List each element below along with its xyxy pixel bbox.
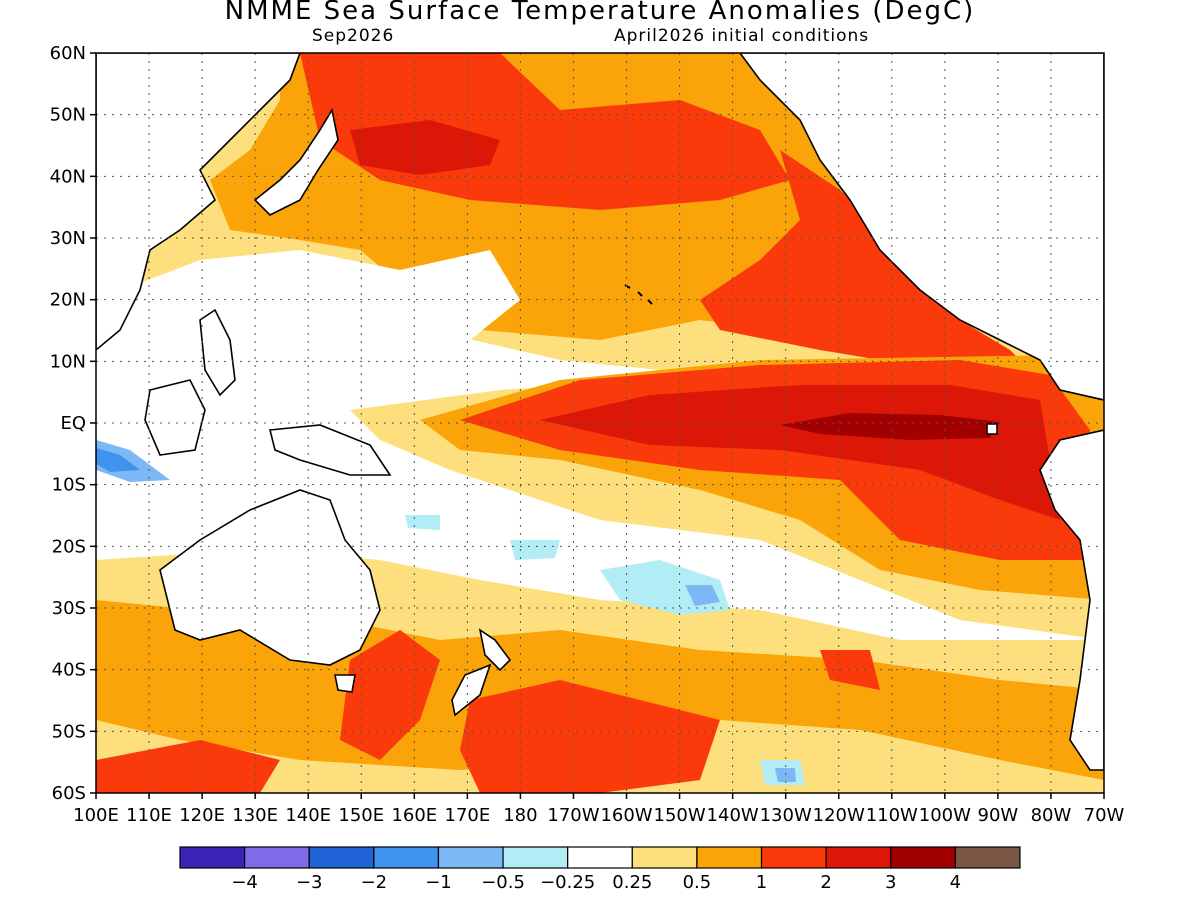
latitude-axis: 60N 50N 40N 30N 20N 10N EQ 10S 20S 30S 40S 50S 60S [50, 43, 96, 804]
lat-tick-label: 20S [52, 536, 86, 557]
new-zealand-south [451, 663, 492, 717]
lat-tick-label: 20N [50, 290, 86, 311]
lon-tick-label: 150W [654, 805, 706, 826]
lon-tick-label: 140W [707, 805, 759, 826]
forecast-month: Sep2026 [312, 26, 395, 46]
lon-tick-label: 160W [600, 805, 652, 826]
colorbar-swatch [244, 846, 310, 869]
north-pacific-dark-red [350, 120, 500, 175]
grid-lines [96, 53, 1104, 793]
colorbar-label: 3 [885, 872, 896, 893]
northeast-pacific-red [700, 150, 1040, 380]
colorbar-label: −0.5 [481, 872, 525, 893]
initial-conditions-label: April2026 initial conditions [614, 26, 870, 46]
lon-tick-label: 110E [126, 805, 172, 826]
lat-tick-label: 10S [52, 475, 86, 496]
colorbar-swatch [373, 846, 440, 869]
colorbar: −4 −3 −2 −1 −0.5 −0.25 0.25 0.5 1 2 3 4 [179, 846, 1021, 893]
lon-tick-label: 100E [73, 805, 119, 826]
longitude-axis: 100E 110E 120E 130E 140E 150E 160E 170E 180 170W 1… [73, 793, 1125, 826]
lon-tick-label: 100W [919, 805, 971, 826]
tasmania-island [334, 674, 356, 693]
lon-tick-label: 170W [547, 805, 599, 826]
colorbar-swatch [502, 846, 569, 869]
lon-tick-label: 130E [232, 805, 278, 826]
lon-tick-label: 70W [1084, 805, 1125, 826]
indian-ocean-blue [96, 448, 140, 472]
galapagos-island [986, 423, 998, 435]
colorbar-label: −2 [361, 872, 388, 893]
lon-tick-label: 160E [391, 805, 437, 826]
colorbar-swatch [179, 846, 246, 869]
colorbar-label: −1 [425, 872, 452, 893]
colorbar-label: 0.25 [612, 872, 652, 893]
philippines-island [199, 308, 236, 397]
colorbar-swatch [567, 846, 633, 869]
lat-tick-label: 30S [52, 598, 86, 619]
colorbar-swatch [890, 846, 956, 869]
lat-tick-label: 60S [52, 783, 86, 804]
colorbar-swatch [437, 846, 504, 869]
map-title: NMME Sea Surface Temperature Anomalies (… [224, 0, 976, 26]
colorbar-label: 1 [756, 872, 767, 893]
colorbar-swatch [631, 846, 698, 869]
lat-tick-label: 30N [50, 228, 86, 249]
lon-tick-label: 140E [285, 805, 331, 826]
central-south-pacific-blue [685, 585, 720, 606]
coral-sea-cool [405, 515, 440, 530]
lat-tick-label: 60N [50, 43, 86, 64]
lon-tick-label: 170E [445, 805, 491, 826]
lon-tick-label: 120W [813, 805, 865, 826]
south-america-continent [1039, 429, 1104, 771]
colorbar-label: 2 [820, 872, 831, 893]
colorbar-swatch [760, 846, 827, 869]
colorbar-label: −4 [231, 872, 258, 893]
new-guinea-island [268, 424, 392, 476]
anomaly-field [96, 53, 1104, 793]
lat-tick-label: 50N [50, 105, 86, 126]
west-pacific-neutral [96, 250, 520, 410]
north-america-continent [739, 53, 1104, 401]
lon-tick-label: 110W [866, 805, 918, 826]
south-pacific-red [460, 680, 720, 793]
lat-tick-label: 40N [50, 166, 86, 187]
lon-tick-label: 90W [978, 805, 1019, 826]
lon-tick-label: 120E [179, 805, 225, 826]
lat-tick-label: 40S [52, 660, 86, 681]
colorbar-swatch [308, 846, 375, 869]
borneo-island [144, 379, 206, 456]
lon-tick-label: 150E [338, 805, 384, 826]
australia-continent [159, 489, 381, 666]
lat-tick-label: EQ [60, 413, 86, 434]
hawaii-islands [624, 284, 653, 305]
equatorial-core [780, 413, 1000, 440]
colorbar-swatch [825, 846, 892, 869]
colorbar-label: −0.25 [540, 872, 595, 893]
colorbar-label: −3 [296, 872, 323, 893]
japan-island [253, 107, 339, 216]
lat-tick-label: 50S [52, 721, 86, 742]
tasman-red [340, 630, 440, 760]
lon-tick-label: 130W [760, 805, 812, 826]
colorbar-swatch [696, 846, 763, 869]
new-zealand-north [478, 628, 512, 672]
asia-landmass [96, 53, 301, 352]
colorbar-label: 4 [950, 872, 961, 893]
lat-tick-label: 10N [50, 351, 86, 372]
lon-tick-label: 180 [503, 805, 537, 826]
colorbar-label: 0.5 [683, 872, 712, 893]
fiji-cool [510, 540, 560, 560]
land-masses [96, 53, 1104, 771]
lon-tick-label: 80W [1031, 805, 1072, 826]
colorbar-swatch [954, 846, 1021, 869]
south-indian-red [96, 740, 280, 793]
